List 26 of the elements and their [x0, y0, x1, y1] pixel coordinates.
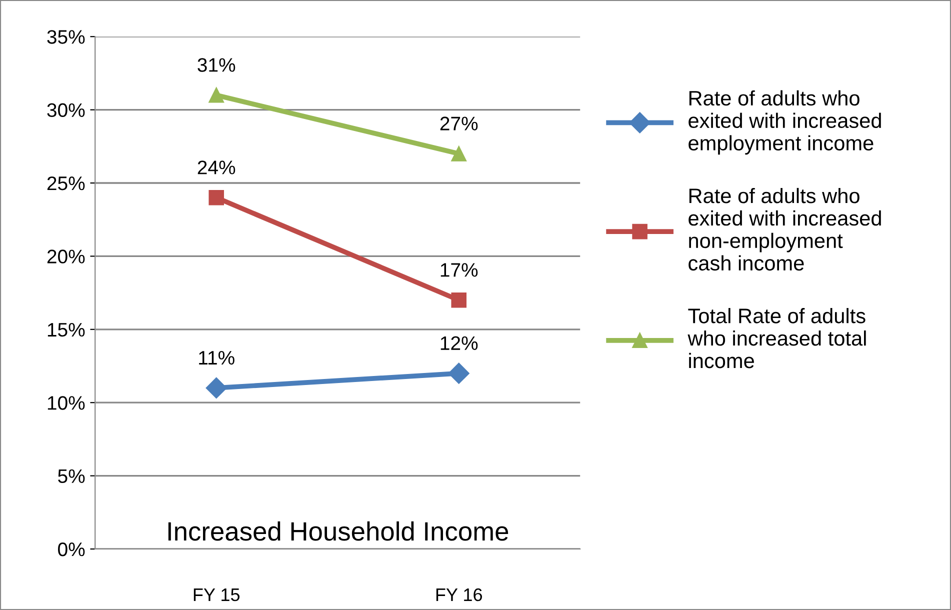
- y-tick-label: 20%: [47, 250, 85, 264]
- data-label: 11%: [199, 350, 234, 365]
- legend-label: Total Rate of adults who increased total income: [688, 308, 866, 368]
- y-tick-label: 25%: [47, 176, 85, 190]
- point: [208, 190, 224, 206]
- x-tick-label: FY 16: [436, 588, 482, 602]
- y-tick-label: 10%: [48, 396, 85, 410]
- data-label: 24%: [198, 160, 236, 174]
- y-tick-label: 35%: [47, 30, 85, 44]
- y-tick-label: 0%: [58, 542, 85, 556]
- y-tick-label: 5%: [58, 469, 85, 484]
- y-tick-label: 15%: [48, 322, 85, 337]
- point: [451, 146, 466, 162]
- y-tick-label: 30%: [47, 103, 85, 118]
- point: [448, 362, 470, 384]
- point: [451, 292, 466, 308]
- data-label: 12%: [440, 336, 478, 350]
- legend-label: Rate of adults who exited with increased non-employment cash income: [688, 188, 881, 271]
- x-axis-title: Increased Household Income: [168, 521, 508, 541]
- data-label: 31%: [198, 58, 236, 72]
- data-label: 27%: [440, 116, 478, 130]
- point: [206, 377, 227, 398]
- data-label: 17%: [440, 263, 478, 277]
- point: [208, 88, 224, 103]
- legend-label: Rate of adults who exited with increased employment income: [688, 90, 881, 155]
- x-tick-label: FY 15: [194, 588, 240, 602]
